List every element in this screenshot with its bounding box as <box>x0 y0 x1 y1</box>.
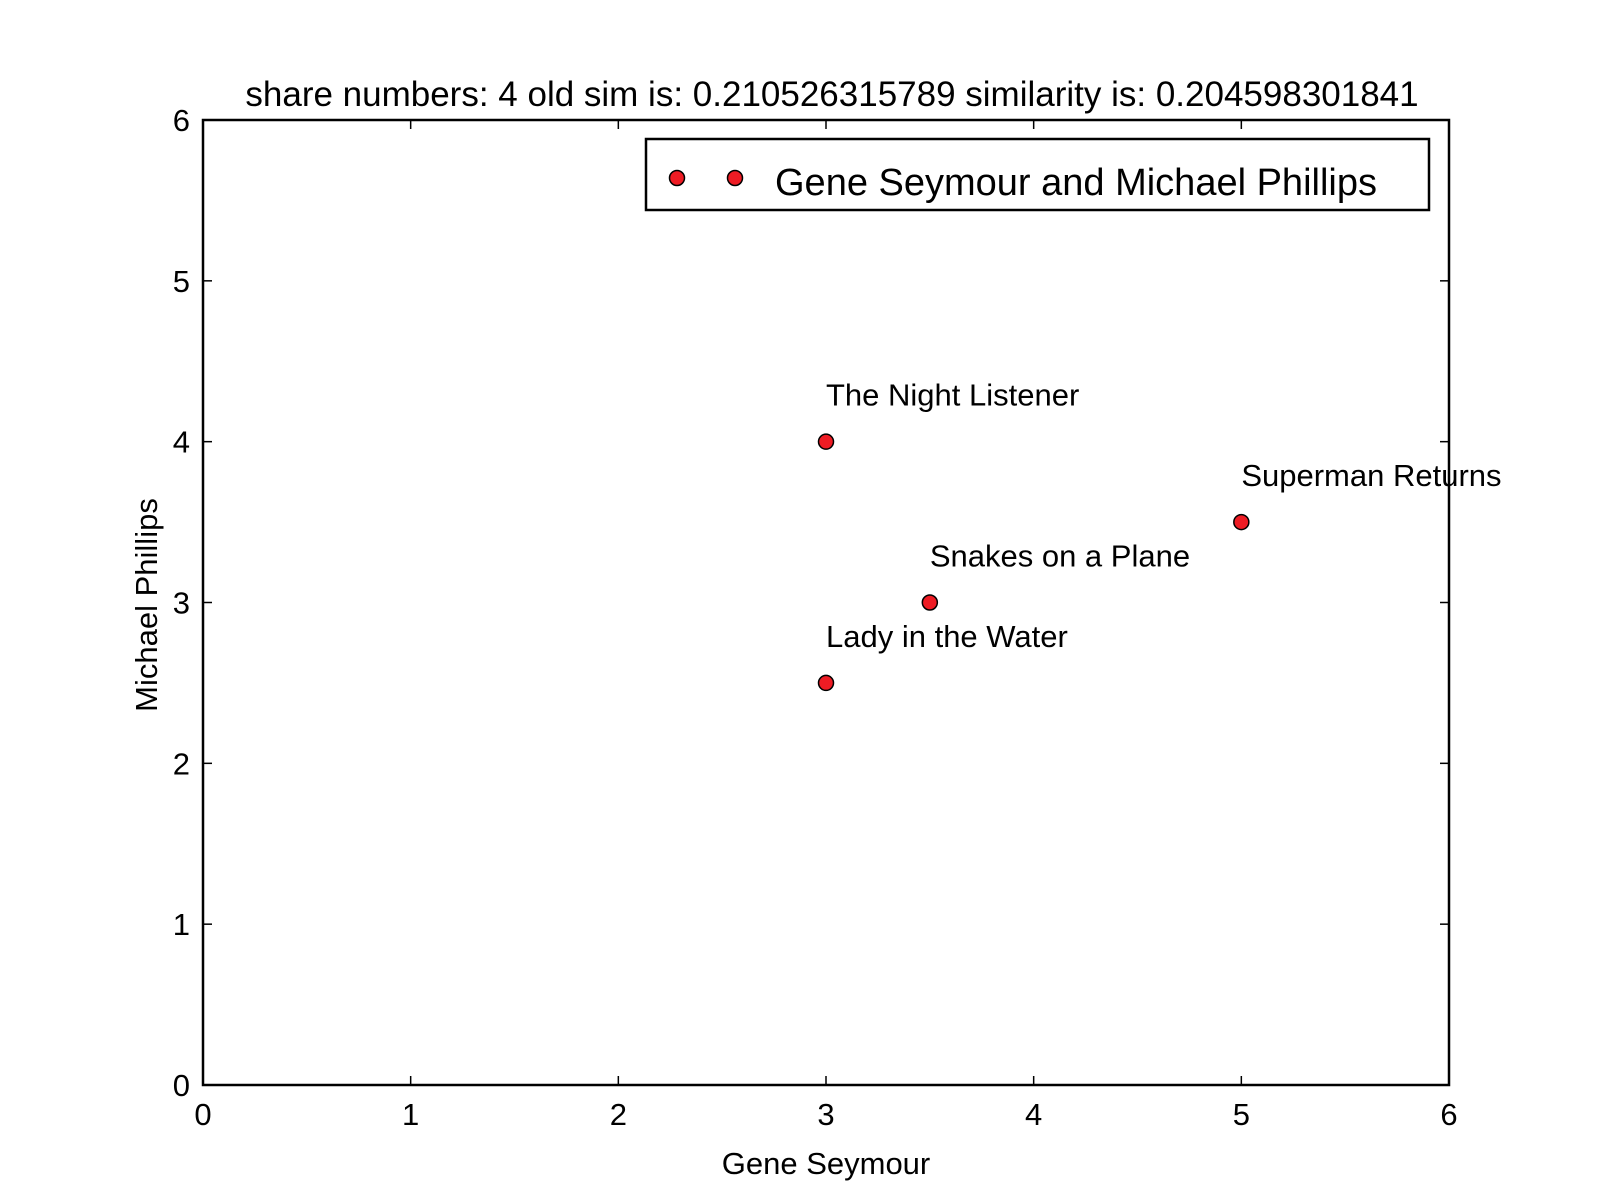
data-points <box>817 433 1250 692</box>
point-labels: Lady in the Water Snakes on a Plane Superm… <box>826 378 1502 654</box>
y-tick-label: 5 <box>173 264 190 299</box>
point-label: Superman Returns <box>1241 458 1501 493</box>
legend: Gene Seymour and Michael Phillips <box>644 137 1431 212</box>
y-tick-label: 0 <box>173 1068 190 1103</box>
x-tick-label: 5 <box>1233 1097 1250 1132</box>
x-tick-label: 0 <box>194 1097 211 1132</box>
x-tick-label: 3 <box>817 1097 834 1132</box>
y-tick-label: 1 <box>173 907 190 942</box>
y-tick-label: 2 <box>173 746 190 781</box>
point-label: Snakes on a Plane <box>930 539 1190 574</box>
data-point <box>1233 513 1250 531</box>
x-axis-label: Gene Seymour <box>722 1146 931 1181</box>
legend-marker <box>726 169 744 187</box>
x-tick-label: 6 <box>1440 1097 1457 1132</box>
y-tick-label: 4 <box>173 425 190 460</box>
legend-marker <box>668 169 686 187</box>
y-axis-label: Michael Phillips <box>129 498 164 712</box>
x-tick-label: 4 <box>1025 1097 1042 1132</box>
y-tick-label: 3 <box>173 586 190 621</box>
point-label: Lady in the Water <box>826 619 1068 654</box>
axes: 0 1 2 3 4 5 6 0 1 2 3 4 5 6 <box>173 103 1458 1132</box>
x-tick-label: 1 <box>402 1097 419 1132</box>
y-tick-label: 6 <box>173 103 190 138</box>
point-label: The Night Listener <box>826 378 1079 413</box>
legend-box <box>644 137 1431 212</box>
data-point <box>817 674 835 692</box>
x-tick-label: 2 <box>610 1097 627 1132</box>
data-point <box>817 433 835 450</box>
plot-frame <box>201 118 1451 1087</box>
data-point <box>921 594 939 611</box>
chart-title: share numbers: 4 old sim is: 0.210526315… <box>245 75 1418 114</box>
legend-label: Gene Seymour and Michael Phillips <box>775 162 1377 204</box>
